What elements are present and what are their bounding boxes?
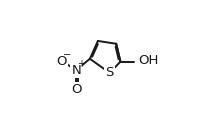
Text: +: + (77, 59, 85, 69)
Text: S: S (105, 66, 114, 79)
Text: O: O (57, 55, 67, 68)
Text: N: N (72, 64, 81, 77)
Text: −: − (63, 50, 71, 60)
Text: OH: OH (138, 54, 159, 67)
Text: O: O (71, 83, 82, 96)
